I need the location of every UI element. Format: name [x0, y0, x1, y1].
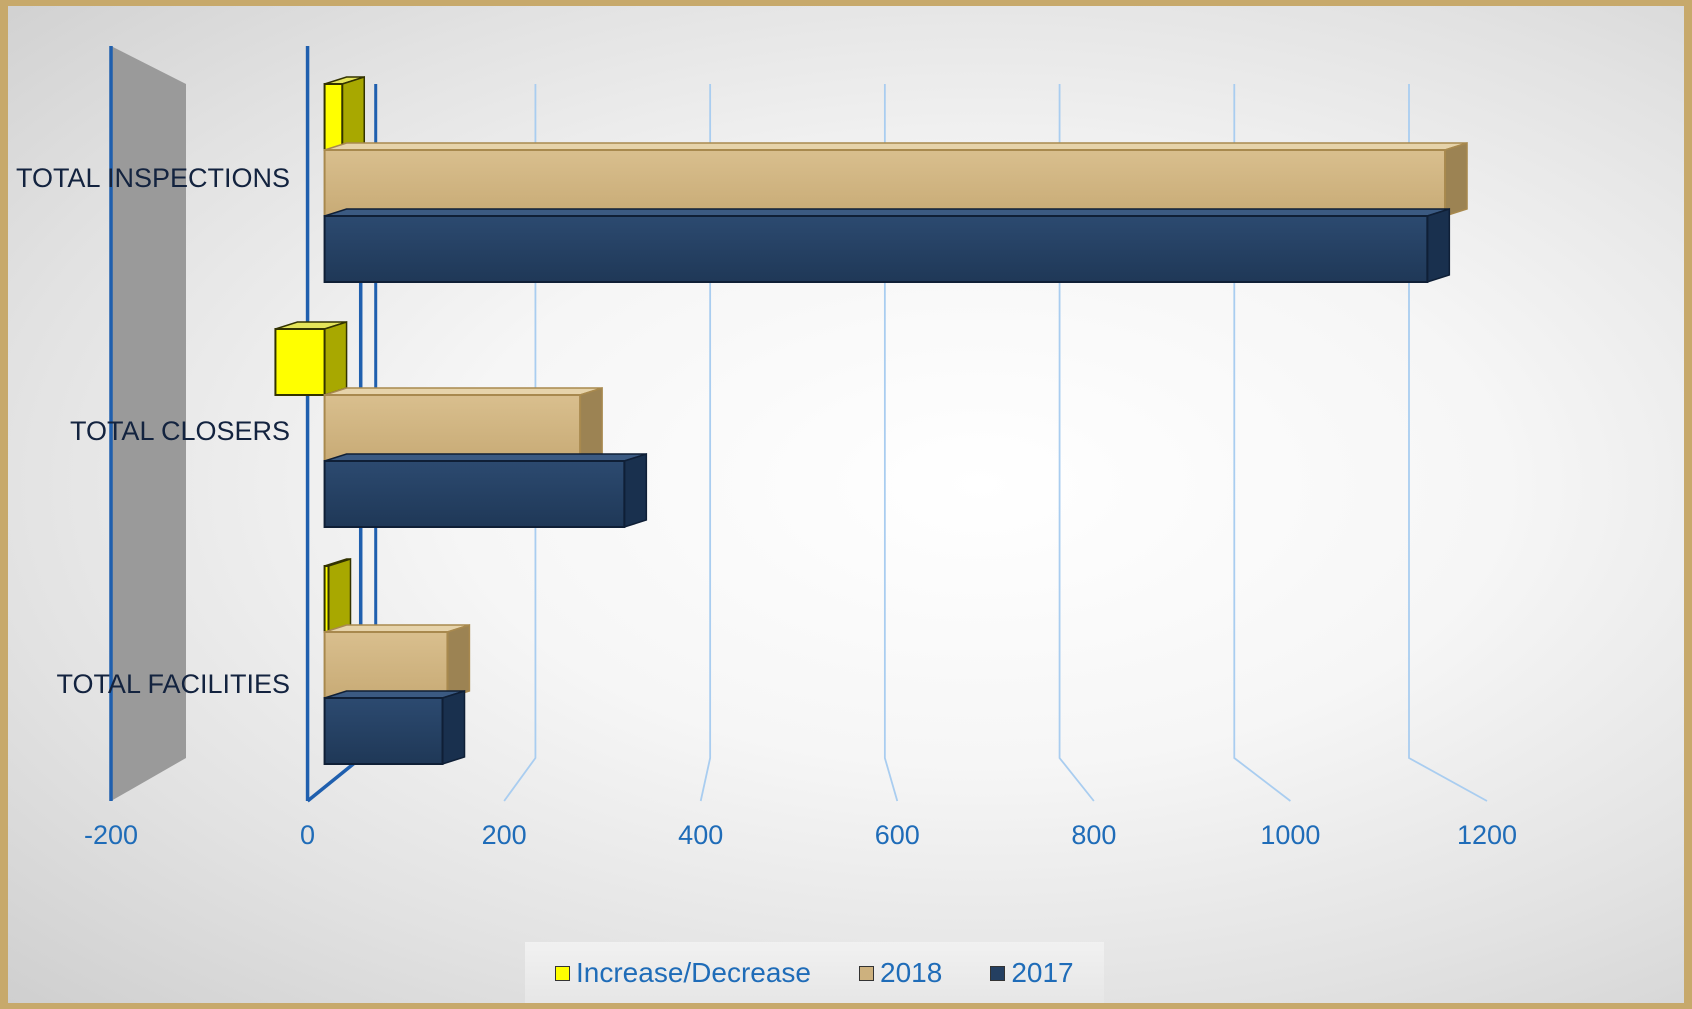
bar-2018 — [323, 386, 603, 463]
category-label: TOTAL FACILITIES — [56, 669, 290, 699]
gridline — [1408, 84, 1488, 802]
bar-increase-decrease — [274, 320, 348, 397]
x-tick-label: 800 — [1071, 820, 1116, 850]
gridline — [883, 84, 899, 802]
bars — [274, 75, 1468, 766]
chart-area: TOTAL INSPECTIONS TOTAL CLOSERS TOTAL FACI… — [8, 6, 1684, 1003]
x-tick-label: 1200 — [1457, 820, 1517, 850]
legend-item-increase-decrease: Increase/Decrease — [555, 957, 811, 989]
bar-2017 — [323, 452, 648, 529]
legend-label: 2017 — [1011, 957, 1074, 988]
bar-increase-decrease — [323, 75, 366, 152]
side-wall — [111, 46, 186, 801]
gridline — [503, 84, 537, 802]
gridline — [1233, 84, 1291, 802]
legend-label: Increase/Decrease — [576, 957, 812, 988]
category-label: TOTAL INSPECTIONS — [16, 163, 290, 193]
bar-2017 — [323, 689, 466, 766]
legend-item-2018: 2018 — [859, 957, 942, 989]
x-tick-label: 400 — [678, 820, 723, 850]
x-tick-label: 200 — [482, 820, 527, 850]
x-tick-label: 1000 — [1260, 820, 1320, 850]
gridline — [699, 84, 712, 802]
bar-2018 — [323, 623, 471, 700]
gridline — [1058, 84, 1095, 802]
bar-chart: TOTAL INSPECTIONS TOTAL CLOSERS TOTAL FACI… — [16, 46, 1517, 850]
legend-label: 2018 — [880, 957, 943, 988]
category-label: TOTAL CLOSERS — [70, 416, 290, 446]
legend-swatch-increase-decrease — [555, 965, 570, 981]
x-tick-label: 600 — [875, 820, 920, 850]
x-tick-label: -200 — [84, 820, 138, 850]
legend-item-2017: 2017 — [990, 957, 1074, 989]
bar-2018 — [323, 141, 1468, 218]
bar-2017 — [323, 207, 1451, 284]
legend-swatch-2018 — [859, 965, 875, 981]
x-tick-label: 0 — [300, 820, 315, 850]
legend-swatch-2017 — [990, 965, 1006, 981]
bar-increase-decrease — [323, 557, 352, 634]
labels: TOTAL INSPECTIONS TOTAL CLOSERS TOTAL FACI… — [16, 163, 1517, 850]
legend: Increase/Decrease 2018 2017 — [525, 942, 1104, 1003]
